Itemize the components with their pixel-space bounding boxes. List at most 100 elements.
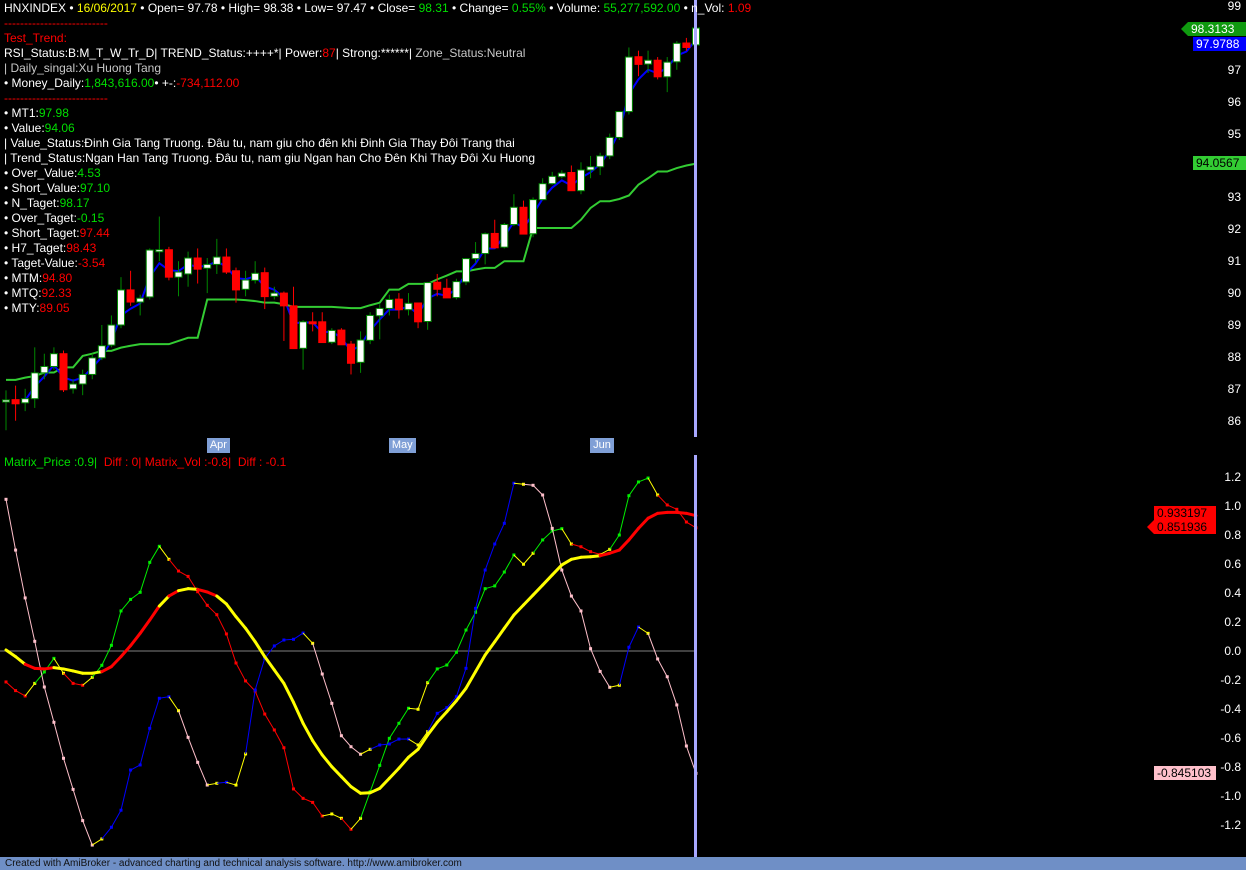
cursor-line-top[interactable] — [694, 0, 697, 437]
candle[interactable] — [663, 57, 672, 93]
candle[interactable] — [203, 258, 212, 294]
candle[interactable] — [634, 50, 643, 77]
candle[interactable] — [88, 353, 97, 380]
info-text: 87 — [322, 46, 336, 60]
candle[interactable] — [174, 261, 183, 297]
candle[interactable] — [155, 216, 164, 262]
candle[interactable] — [672, 41, 681, 70]
candle[interactable] — [375, 304, 384, 340]
long-trend-line — [6, 162, 697, 381]
signal-line-segment — [176, 587, 190, 593]
candle[interactable] — [337, 328, 346, 346]
vol-line-segment — [647, 633, 659, 660]
vol-line-segment — [551, 528, 563, 571]
candle[interactable] — [567, 165, 576, 192]
candle[interactable] — [59, 350, 68, 392]
candle[interactable] — [423, 281, 432, 330]
candle[interactable] — [548, 171, 557, 185]
candle[interactable] — [164, 246, 173, 281]
info-text: | Value_Status:Đinh Gia Tang Truong. Đâu… — [4, 136, 515, 150]
candle[interactable] — [21, 388, 30, 412]
candle[interactable] — [299, 320, 308, 370]
candle[interactable] — [136, 294, 145, 316]
candle[interactable] — [529, 197, 538, 238]
candle[interactable] — [682, 37, 691, 51]
candle[interactable] — [318, 312, 327, 344]
candle[interactable] — [576, 162, 585, 195]
candle[interactable] — [404, 293, 413, 316]
vol-line-segment — [235, 753, 247, 786]
candle[interactable] — [69, 379, 78, 394]
signal-line-segment — [282, 681, 295, 704]
candle[interactable] — [644, 50, 653, 73]
signal-line-segment — [71, 669, 85, 675]
candle[interactable] — [222, 248, 231, 274]
candle[interactable] — [615, 111, 624, 140]
candle[interactable] — [586, 155, 595, 179]
candle[interactable] — [49, 347, 58, 370]
price-line-segment — [379, 738, 390, 766]
candle[interactable] — [538, 178, 547, 201]
vol-line-segment — [283, 638, 294, 641]
candle[interactable] — [653, 57, 662, 80]
candle[interactable] — [231, 267, 240, 303]
candle[interactable] — [346, 340, 355, 375]
vol-line-segment — [350, 746, 361, 755]
candle[interactable] — [471, 242, 480, 263]
candle[interactable] — [193, 248, 202, 284]
candle[interactable] — [241, 270, 250, 297]
candle[interactable] — [500, 222, 509, 249]
info-text: -734,112.00 — [176, 76, 240, 90]
candle[interactable] — [289, 286, 298, 350]
candle[interactable] — [251, 261, 260, 284]
info-text: HNXINDEX • — [4, 1, 77, 15]
candle[interactable] — [605, 133, 614, 160]
price-line-segment — [178, 570, 189, 577]
candle[interactable] — [279, 291, 288, 341]
price-line-segment — [446, 652, 457, 666]
candle-body — [414, 302, 423, 323]
info-text: 4.53 — [77, 166, 101, 180]
candle[interactable] — [414, 302, 423, 329]
candle[interactable] — [97, 325, 106, 361]
vol-line-segment — [159, 696, 169, 699]
candle[interactable] — [461, 258, 470, 286]
candle[interactable] — [11, 385, 20, 421]
candle[interactable] — [184, 251, 193, 287]
vol-line-segment — [5, 499, 17, 551]
candle[interactable] — [260, 267, 269, 310]
candle[interactable] — [145, 248, 154, 300]
candle[interactable] — [270, 286, 279, 300]
candle[interactable] — [394, 293, 403, 319]
candle[interactable] — [107, 315, 116, 348]
candle[interactable] — [490, 219, 499, 249]
candle[interactable] — [481, 232, 490, 265]
candle[interactable] — [519, 200, 528, 235]
candle[interactable] — [624, 47, 633, 115]
candle[interactable] — [596, 152, 605, 176]
candle[interactable] — [366, 312, 375, 345]
info-text: 98.43 — [66, 241, 97, 255]
candle[interactable] — [442, 278, 451, 299]
candle[interactable] — [40, 353, 49, 380]
candle-body — [88, 357, 97, 375]
candle[interactable] — [385, 294, 394, 316]
candle-body — [126, 289, 135, 303]
signal-line-segment — [416, 733, 430, 751]
candle[interactable] — [116, 277, 125, 329]
candle[interactable] — [30, 347, 39, 408]
candle[interactable] — [78, 369, 87, 396]
candle[interactable] — [452, 278, 461, 300]
cursor-line-bottom[interactable] — [694, 455, 697, 857]
candle[interactable] — [509, 194, 518, 227]
candle[interactable] — [308, 312, 317, 332]
candle[interactable] — [356, 331, 365, 373]
candle[interactable] — [557, 170, 566, 179]
candle[interactable] — [126, 270, 135, 306]
candle[interactable] — [327, 328, 336, 345]
candle[interactable] — [212, 238, 221, 274]
candle[interactable] — [433, 273, 442, 297]
candle-body — [164, 249, 173, 278]
candle[interactable] — [2, 390, 10, 431]
